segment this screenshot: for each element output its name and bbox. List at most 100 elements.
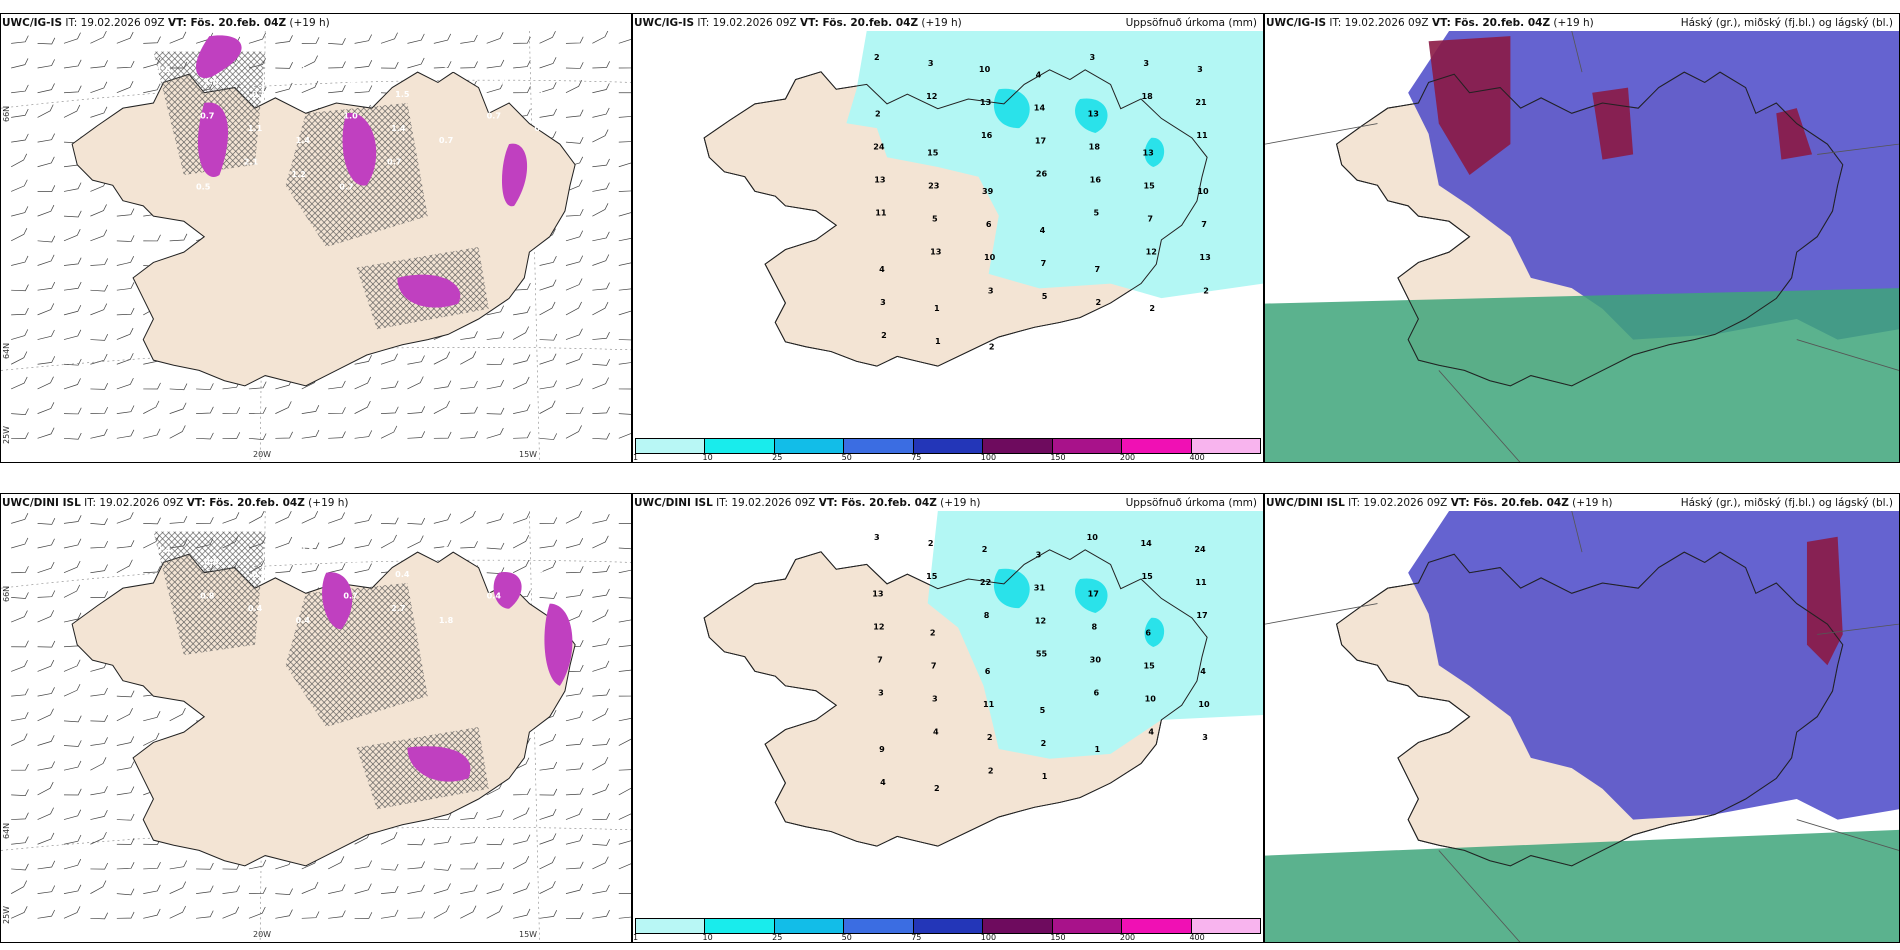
wind-barb bbox=[301, 564, 320, 574]
wind-barb bbox=[407, 535, 424, 549]
wind-barb bbox=[539, 539, 558, 549]
wind-barb bbox=[565, 912, 584, 919]
icing-value-label: 0.4 bbox=[248, 603, 263, 613]
panel-field-title: Uppsöfnuð úrkoma (mm) bbox=[1125, 497, 1257, 509]
wind-barb bbox=[328, 380, 346, 390]
wind-barb bbox=[116, 208, 135, 217]
icing-value-label: 0.4 bbox=[296, 615, 311, 625]
wind-barb bbox=[116, 786, 135, 796]
init-time: IT: 19.02.2026 09Z bbox=[697, 17, 797, 29]
wind-barb bbox=[565, 301, 582, 316]
wind-barb bbox=[169, 860, 188, 870]
colorbar-segment bbox=[774, 919, 845, 933]
panel-header: UWC/IG-IS IT: 19.02.2026 09Z VT: Fös. 20… bbox=[634, 16, 1259, 30]
wind-barb bbox=[618, 695, 631, 697]
wind-barb bbox=[565, 278, 583, 291]
wind-barb bbox=[407, 861, 425, 870]
wind-barb bbox=[116, 911, 135, 919]
wind-barb bbox=[37, 427, 55, 439]
panel-field-title: Háský (gr.), miðský (fj.bl.) og lágský (… bbox=[1680, 497, 1893, 509]
icing-value-label: 1.3 bbox=[443, 64, 458, 74]
wind-barb bbox=[90, 81, 108, 94]
wind-barb bbox=[618, 262, 631, 266]
wind-barb bbox=[381, 61, 399, 69]
precip-value-label: 2 bbox=[1203, 286, 1209, 295]
colorbar-tick: 400 bbox=[1189, 933, 1205, 942]
lead-time: (+19 h) bbox=[1572, 497, 1613, 509]
wind-barb bbox=[592, 588, 610, 598]
icing-value-label: 1.2 bbox=[292, 169, 306, 179]
precip-value-label: 31 bbox=[1034, 584, 1045, 593]
wind-barb bbox=[90, 862, 109, 870]
icing-value-label: 1.5 bbox=[395, 89, 410, 99]
precip-value-label: 4 bbox=[933, 728, 939, 737]
wind-barb bbox=[407, 884, 425, 894]
wind-barb bbox=[407, 33, 425, 44]
colorbar-segment bbox=[844, 439, 914, 453]
wind-barb bbox=[618, 769, 631, 771]
map-canvas bbox=[1265, 31, 1899, 462]
icing-value-label: 2.3 bbox=[491, 556, 506, 566]
lead-time: (+19 h) bbox=[289, 17, 330, 29]
precip-mid-area bbox=[1075, 578, 1108, 613]
init-time: IT: 19.02.2026 09Z bbox=[716, 497, 816, 509]
wind-barb bbox=[565, 255, 584, 266]
wind-barb bbox=[11, 84, 29, 94]
precip-value-label: 8 bbox=[1091, 623, 1097, 632]
wind-barb bbox=[539, 301, 556, 316]
icing-value-label: 2.7 bbox=[391, 603, 406, 613]
precip-value-label: 18 bbox=[1089, 143, 1101, 152]
wind-barb bbox=[10, 351, 28, 365]
wind-barb bbox=[63, 281, 82, 291]
wind-barb bbox=[63, 788, 82, 796]
icing-value-label: 0.4 bbox=[300, 64, 315, 74]
colorbar-tick: 150 bbox=[1050, 933, 1066, 942]
wind-barb bbox=[143, 83, 161, 94]
wind-barb bbox=[63, 740, 82, 747]
icing-value-label: 0.4 bbox=[156, 544, 171, 554]
wind-barb bbox=[592, 301, 609, 316]
icing-value-label: 0.5 bbox=[300, 544, 315, 554]
wind-barb bbox=[539, 433, 558, 440]
precip-value-label: 5 bbox=[1094, 209, 1100, 218]
wind-barb bbox=[63, 257, 82, 266]
icing-value-label: 1.1 bbox=[248, 123, 263, 133]
wind-barb bbox=[565, 136, 584, 144]
wind-barb bbox=[90, 353, 108, 365]
wind-barb bbox=[116, 307, 135, 316]
wind-barb bbox=[565, 378, 583, 390]
precip-value-label: 13 bbox=[1199, 253, 1210, 262]
wind-barb bbox=[539, 733, 557, 746]
lead-time: (+19 h) bbox=[921, 17, 962, 29]
wind-barb bbox=[11, 284, 29, 292]
wind-barb bbox=[37, 659, 55, 672]
wind-barb bbox=[11, 35, 29, 44]
low-cloud-area bbox=[1408, 511, 1899, 820]
cloud-highlight-area bbox=[1776, 108, 1813, 160]
wind-barb bbox=[565, 80, 583, 94]
model-name: UWC/DINI ISL bbox=[2, 497, 81, 509]
wind-barb bbox=[116, 512, 134, 524]
wind-barb bbox=[63, 858, 82, 870]
wind-barb bbox=[11, 255, 29, 266]
wind-barb bbox=[275, 536, 293, 549]
icing-value-label: 1.4 bbox=[347, 556, 362, 566]
wind-barb bbox=[592, 660, 610, 672]
precip-value-label: 3 bbox=[988, 286, 994, 295]
wind-barb bbox=[539, 333, 558, 341]
wind-barb bbox=[248, 859, 267, 870]
precip-value-label: 13 bbox=[874, 176, 885, 185]
wind-barb bbox=[116, 60, 135, 69]
wind-barb bbox=[618, 863, 631, 870]
wind-barb bbox=[513, 86, 531, 94]
wind-barb bbox=[116, 429, 135, 439]
map-canvas: 3223101424131522311715111228128617776553… bbox=[703, 511, 1263, 847]
precip-value-label: 6 bbox=[1145, 629, 1151, 638]
colorbar-segment bbox=[705, 919, 775, 933]
wind-barb bbox=[486, 905, 503, 919]
precip-value-label: 7 bbox=[1095, 265, 1101, 274]
wind-barb bbox=[539, 881, 556, 894]
axis-label-lon25: 25W bbox=[2, 905, 11, 924]
wind-barb bbox=[90, 715, 109, 722]
precip-value-label: 1 bbox=[1042, 772, 1048, 781]
